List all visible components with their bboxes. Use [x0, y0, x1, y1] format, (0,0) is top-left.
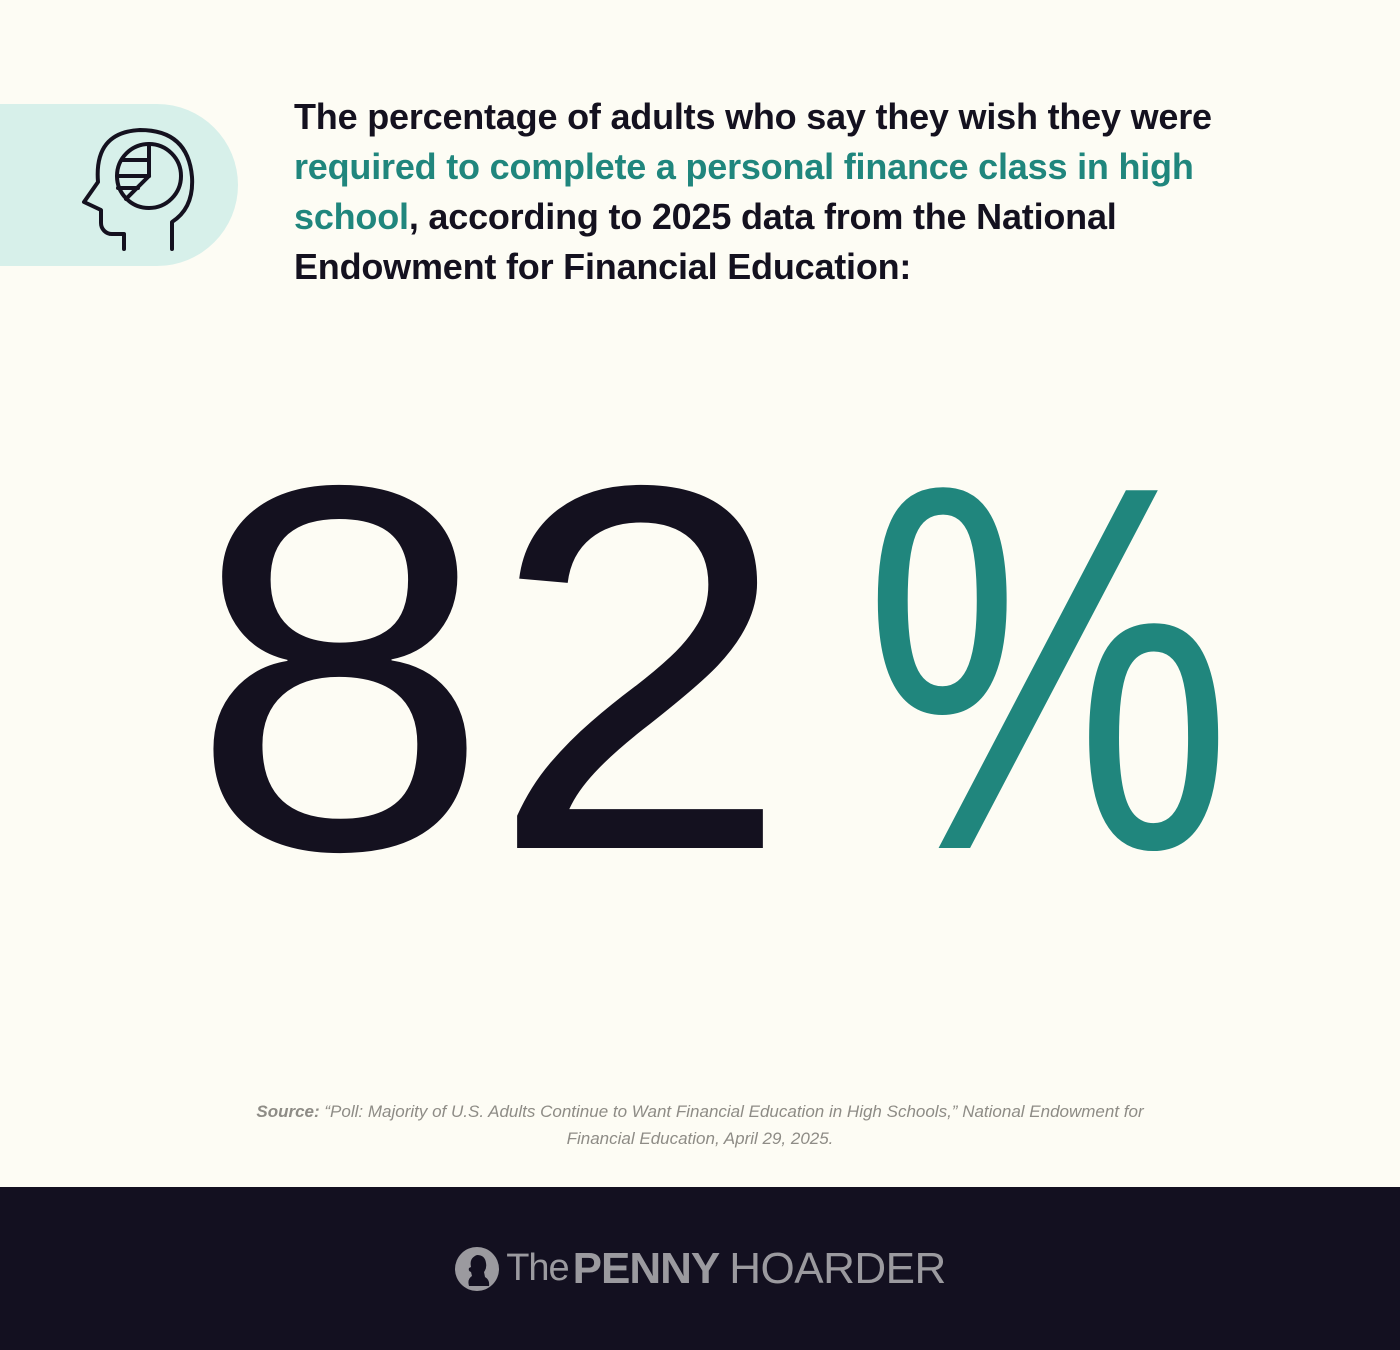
footer-bar: The PENNY HOARDER: [0, 1187, 1400, 1350]
head-with-pie-chart-icon: [82, 128, 195, 251]
headline-highlight: required to complete a personal finance …: [294, 146, 1194, 237]
stat-number: 82: [190, 380, 790, 940]
penny-coin-profile-icon: [455, 1246, 500, 1291]
headline-text-part1: The percentage of adults who say they wi…: [294, 96, 1212, 137]
stat-percent-symbol: %: [863, 380, 1233, 940]
logo-hoarder: HOARDER: [729, 1243, 946, 1293]
brand-logo: The PENNY HOARDER: [0, 1187, 1400, 1350]
logo-penny: PENNY: [572, 1243, 721, 1293]
headline-text-part2: , according to 2025 data from the Nation…: [294, 196, 1117, 287]
logo-the: The: [506, 1247, 569, 1289]
source-citation: Source: “Poll: Majority of U.S. Adults C…: [240, 1098, 1160, 1152]
stat-display: 82 %: [190, 380, 1233, 940]
source-label: Source:: [256, 1102, 320, 1121]
headline: The percentage of adults who say they wi…: [294, 92, 1324, 292]
source-text: “Poll: Majority of U.S. Adults Continue …: [319, 1102, 1144, 1148]
